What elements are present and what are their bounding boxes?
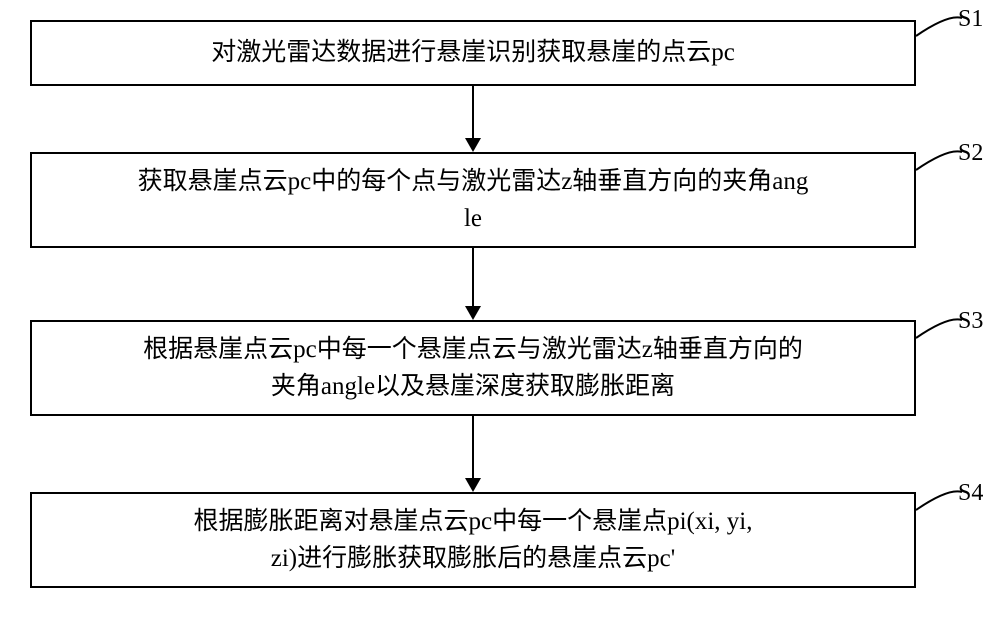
connector-s2 (912, 144, 966, 174)
arrow-2 (463, 248, 483, 322)
step-box-s1: 对激光雷达数据进行悬崖识别获取悬崖的点云pc (30, 20, 916, 86)
connector-s4 (912, 484, 966, 514)
step-text: 根据膨胀距离对悬崖点云pc中每一个悬崖点pi(xi, yi,zi)进行膨胀获取膨… (193, 503, 752, 578)
step-text: 对激光雷达数据进行悬崖识别获取悬崖的点云pc (211, 34, 735, 72)
step-text: 获取悬崖点云pc中的每个点与激光雷达z轴垂直方向的夹角angle (138, 163, 809, 238)
flowchart-canvas: 对激光雷达数据进行悬崖识别获取悬崖的点云pcS1获取悬崖点云pc中的每个点与激光… (0, 0, 1000, 633)
step-text: 根据悬崖点云pc中每一个悬崖点云与激光雷达z轴垂直方向的夹角angle以及悬崖深… (143, 331, 803, 406)
step-box-s3: 根据悬崖点云pc中每一个悬崖点云与激光雷达z轴垂直方向的夹角angle以及悬崖深… (30, 320, 916, 416)
connector-s3 (912, 312, 966, 342)
arrow-3 (463, 416, 483, 494)
step-box-s4: 根据膨胀距离对悬崖点云pc中每一个悬崖点pi(xi, yi,zi)进行膨胀获取膨… (30, 492, 916, 588)
arrow-1 (463, 86, 483, 154)
connector-s1 (912, 10, 966, 40)
step-box-s2: 获取悬崖点云pc中的每个点与激光雷达z轴垂直方向的夹角angle (30, 152, 916, 248)
